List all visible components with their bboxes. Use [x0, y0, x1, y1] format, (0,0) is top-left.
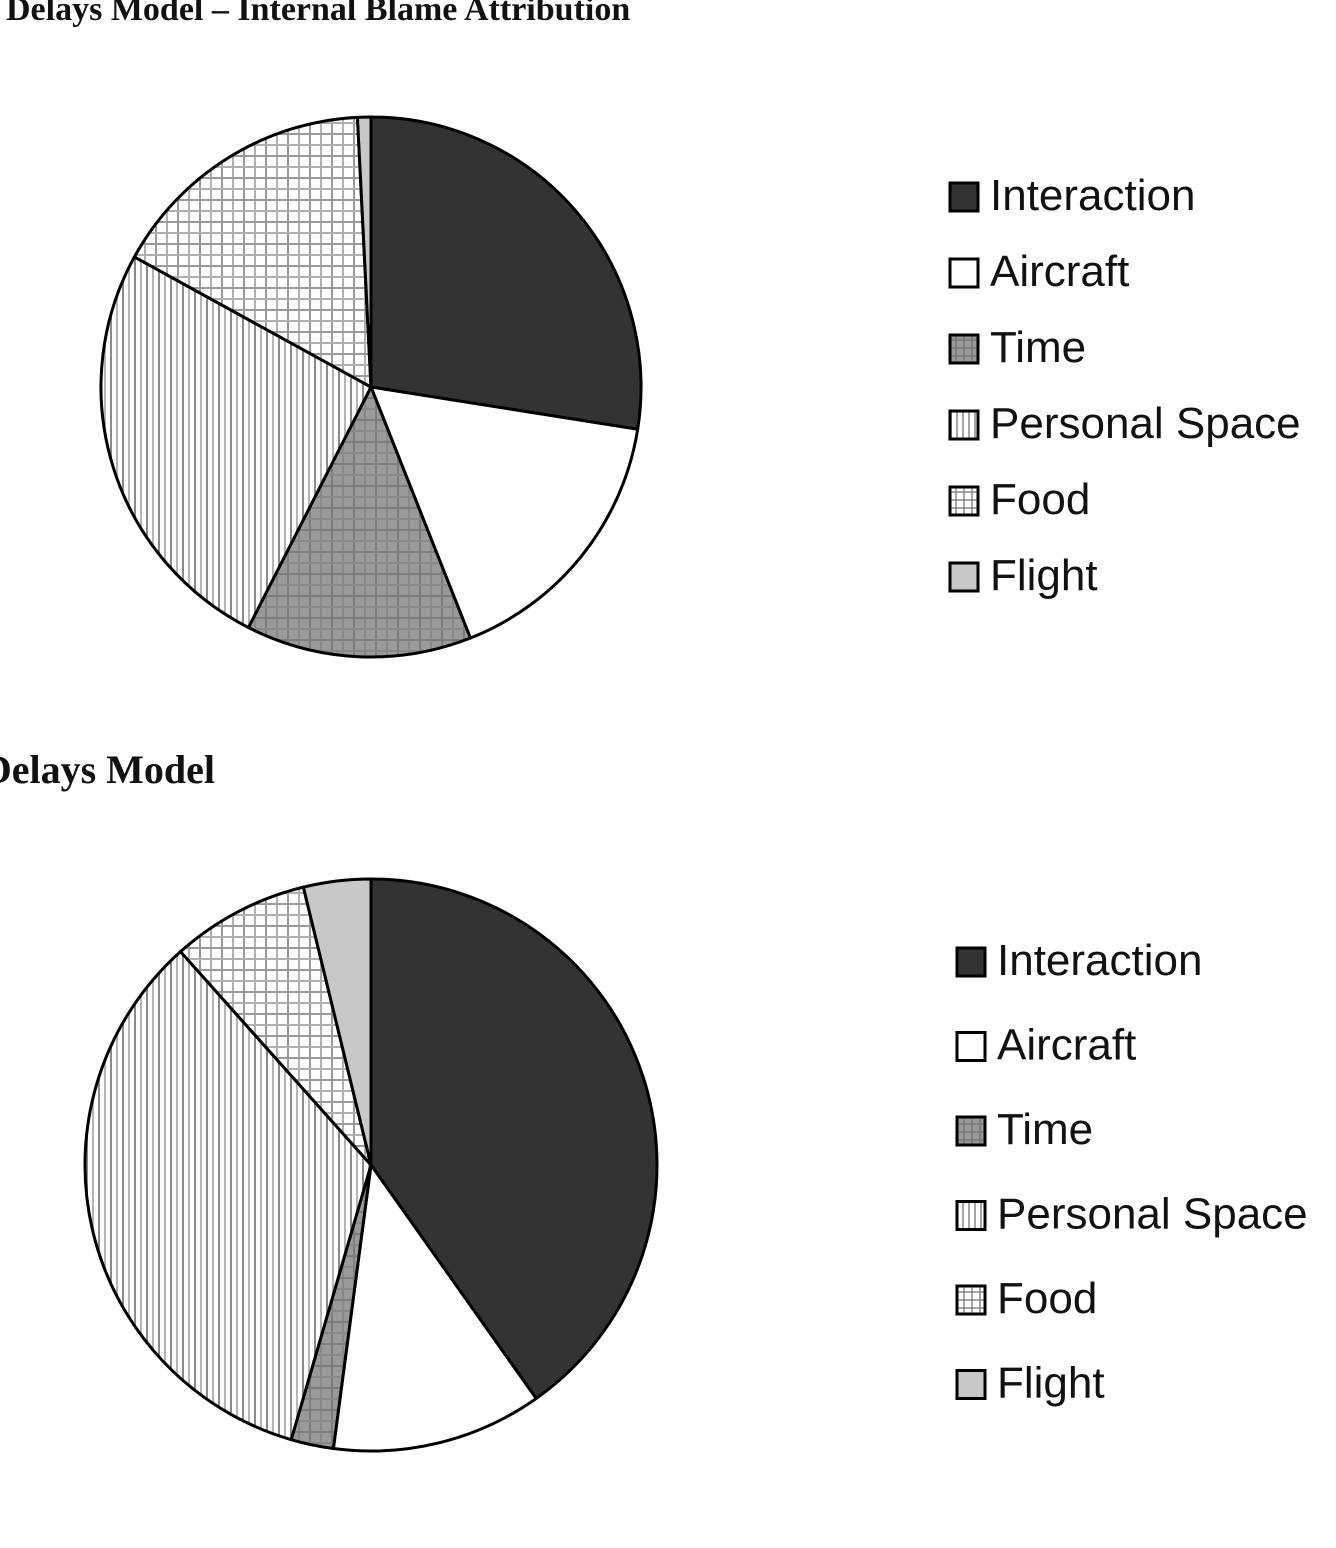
chart-title: Delays Model [0, 747, 215, 792]
legend-swatch [948, 485, 980, 517]
legend-label: Aircraft [997, 1021, 1136, 1070]
legend-label: Food [990, 475, 1090, 524]
pie-slice-food [132, 115, 373, 389]
legend-label: Interaction [997, 936, 1202, 985]
legend-swatch [948, 409, 980, 441]
legend-item-flight: Flight [955, 1359, 1105, 1408]
pie-slice-time [246, 385, 472, 659]
legend-swatch [955, 1369, 987, 1400]
legend-item-flight: Flight [948, 551, 1098, 600]
legend-item-personal-space: Personal Space [948, 399, 1301, 448]
legend-label: Interaction [990, 171, 1195, 220]
pie-slices [99, 115, 643, 659]
legend-label: Flight [990, 551, 1098, 600]
legend-label: Time [997, 1105, 1093, 1154]
pie-slice-interaction [369, 115, 643, 431]
legend-label: Personal Space [997, 1190, 1308, 1239]
legend-item-aircraft: Aircraft [948, 247, 1129, 296]
pie-slice-interaction [369, 877, 659, 1400]
pie-slice-personal-space [83, 950, 373, 1442]
legend-item-aircraft: Aircraft [955, 1021, 1136, 1070]
legend-label: Time [990, 323, 1086, 372]
legend-label: Personal Space [990, 399, 1301, 448]
pie-slice-aircraft [331, 1163, 538, 1453]
chart-legend: Interaction Aircraft Time Personal Space Foo… [955, 936, 1308, 1408]
legend-item-food: Food [948, 475, 1090, 524]
legend-swatch [955, 1031, 987, 1062]
pie-slice-food [179, 885, 373, 1167]
legend-label: Food [997, 1274, 1097, 1323]
legend-swatch [948, 333, 980, 365]
legend-swatch [948, 181, 980, 213]
chart-legend: Interaction Aircraft Time Personal Space Foo… [948, 171, 1301, 600]
legend-item-food: Food [955, 1274, 1097, 1323]
pie-slices [83, 877, 659, 1453]
legend-item-interaction: Interaction [948, 171, 1195, 220]
legend-item-time: Time [948, 323, 1086, 372]
pie-chart-internal-blame: Delays Model – Internal Blame Attributio… [6, 0, 1301, 659]
legend-swatch [955, 946, 987, 978]
legend-label: Aircraft [990, 247, 1129, 296]
legend-item-personal-space: Personal Space [955, 1190, 1308, 1239]
legend-swatch [948, 257, 980, 289]
legend-swatch [955, 1115, 987, 1147]
pie-slice-flight [301, 877, 373, 1167]
pie-slice-flight [355, 115, 373, 389]
legend-item-interaction: Interaction [955, 936, 1202, 985]
chart-title: Delays Model – Internal Blame Attributio… [6, 0, 630, 28]
legend-swatch [955, 1200, 987, 1231]
pie-chart-delays-model: Delays Model Interaction Aircraft Time Pers… [0, 747, 1308, 1453]
pie-slice-aircraft [369, 385, 640, 640]
legend-swatch [948, 561, 980, 593]
pie-slice-personal-space [99, 255, 373, 630]
legend-label: Flight [997, 1359, 1105, 1408]
legend-item-time: Time [955, 1105, 1093, 1154]
legend-swatch [955, 1284, 987, 1316]
